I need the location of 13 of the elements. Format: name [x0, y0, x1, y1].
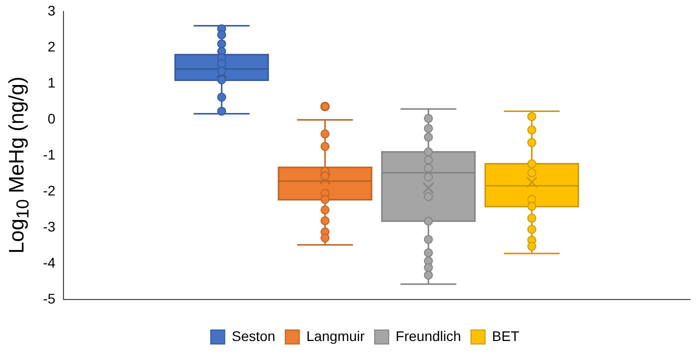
legend-label: BET: [492, 328, 520, 344]
y-tick-label: -1: [42, 146, 56, 162]
y-tick-label: 2: [48, 38, 56, 54]
y-tick-label: 3: [48, 2, 56, 18]
legend-label: Seston: [232, 328, 276, 344]
y-tick-label: -4: [42, 254, 56, 270]
legend-label: Freundlich: [396, 328, 462, 344]
y-tick-label: -5: [42, 290, 56, 306]
y-tick-label: 1: [48, 74, 56, 90]
y-tick-label: 0: [48, 110, 56, 126]
y-tick-label: -2: [42, 182, 56, 198]
y-tick-label: -3: [42, 218, 56, 234]
legend-label: Langmuir: [306, 328, 366, 344]
